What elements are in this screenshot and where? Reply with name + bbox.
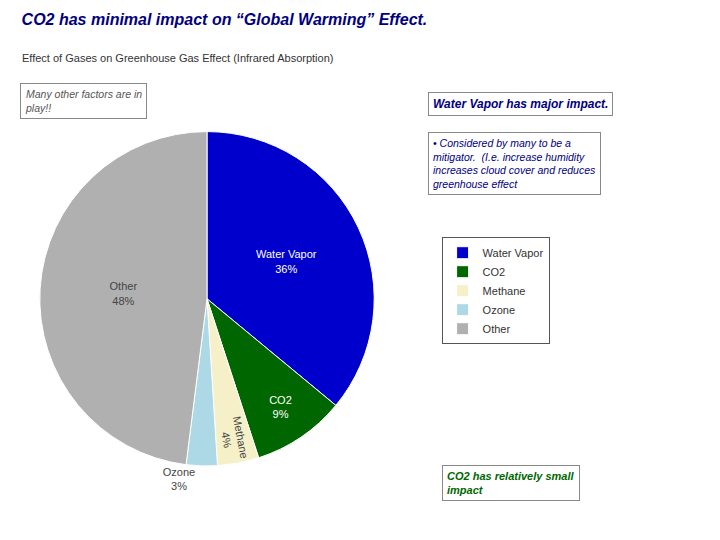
svg-text:Methane4%: Methane4% [217, 415, 251, 462]
svg-text:CO2 has minimal impact on “Glo: CO2 has minimal impact on “Global Warmin… [22, 11, 428, 28]
svg-text:Other48%: Other48% [110, 280, 138, 306]
svg-text:Ozone3%: Ozone3% [163, 466, 195, 492]
svg-text:Effect of Gases on Greenhouse: Effect of Gases on Greenhouse Gas Effect… [22, 52, 333, 64]
svg-text:Methane: Methane [483, 285, 526, 297]
svg-text:Many other factors are inplay!: Many other factors are inplay!! [25, 88, 142, 114]
svg-text:Other: Other [483, 323, 511, 335]
svg-text:Water Vapor: Water Vapor [483, 247, 544, 259]
svg-text:CO2: CO2 [483, 266, 506, 278]
svg-text:Water Vapor36%: Water Vapor36% [256, 248, 317, 274]
svg-text:Water Vapor has major impact.: Water Vapor has major impact. [433, 97, 608, 111]
svg-text:CO29%: CO29% [269, 394, 292, 420]
svg-text:• Considered by many to be ami: • Considered by many to be amitigator. (… [433, 137, 596, 190]
svg-text:CO2 has relatively smallimpact: CO2 has relatively smallimpact [447, 470, 575, 496]
svg-text:Ozone: Ozone [483, 304, 515, 316]
